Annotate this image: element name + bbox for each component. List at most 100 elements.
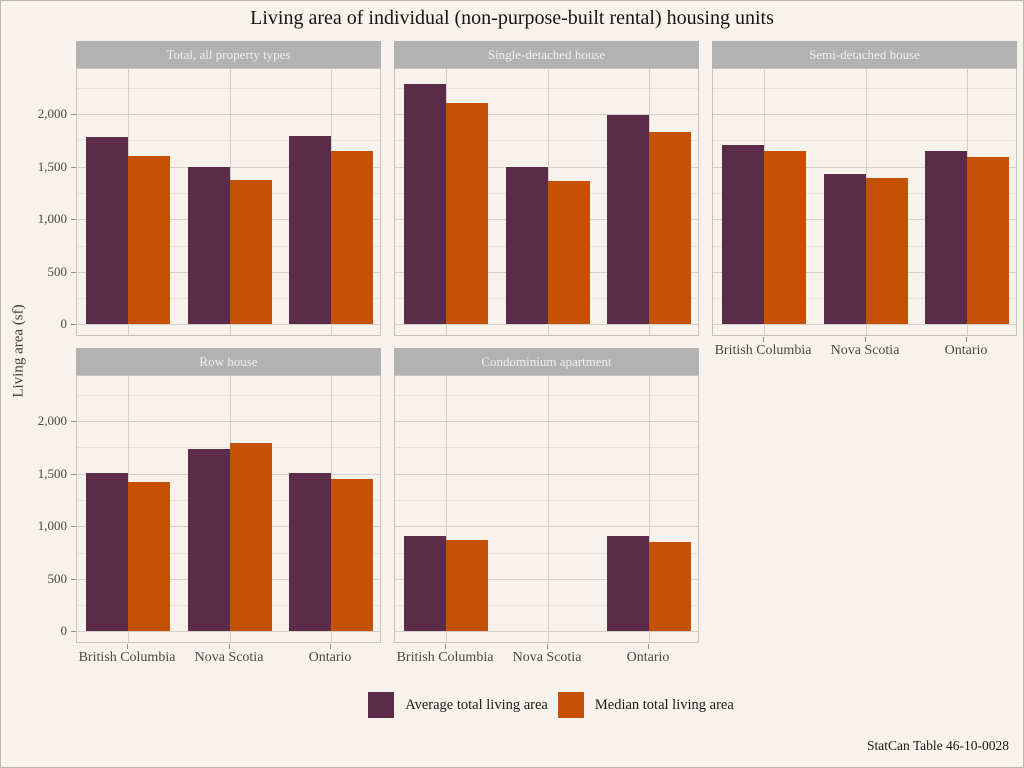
bar-average-ontario [607, 536, 649, 631]
bar-median-ontario [649, 542, 691, 631]
y-tick-label: 500 [47, 571, 68, 586]
y-tick-label: 1,500 [37, 159, 67, 174]
gridline-major [395, 579, 698, 580]
gridline-major [395, 421, 698, 422]
gridline-vertical [649, 376, 650, 642]
bar-median-nova-scotia [230, 443, 272, 631]
y-tick-mark [71, 421, 76, 422]
source-note: StatCan Table 46-10-0028 [866, 738, 1009, 753]
x-tick-mark [547, 644, 548, 649]
legend-item-median: Median total living area [557, 692, 734, 718]
x-axis-labels: British Columbia Nova Scotia Ontario [76, 643, 381, 671]
x-tick-mark [330, 644, 331, 649]
gridline-minor [395, 88, 698, 89]
facet-row-house: Row house 0 500 1,000 1,500 2,000 British Co… [38, 348, 381, 671]
facet-strip-label: Condominium apartment [394, 348, 699, 375]
legend-item-average: Average total living area [368, 692, 548, 718]
bar-average-nova-scotia [188, 167, 230, 324]
y-tick-label: 1,000 [37, 211, 67, 226]
gridline-minor [395, 395, 698, 396]
bar-median-british-columbia [128, 482, 170, 631]
bar-average-ontario [289, 136, 331, 324]
facet-strip-label: Semi-detached house [712, 41, 1017, 68]
facet-plot-area [394, 68, 699, 336]
gridline-vertical [446, 376, 447, 642]
gridline-major [395, 526, 698, 527]
gridline-minor [77, 395, 380, 396]
facet-condominium-apartment: Condominium apartment British Columbia No… [394, 348, 699, 671]
y-tick-label: 500 [47, 264, 68, 279]
bar-average-ontario [289, 473, 331, 631]
bar-median-nova-scotia [230, 180, 272, 324]
gridline-major [77, 324, 380, 325]
x-tick-label: British Columbia [396, 650, 494, 665]
facet-strip-label: Row house [76, 348, 381, 375]
x-tick-mark [229, 644, 230, 649]
bar-median-ontario [649, 132, 691, 324]
bar-median-ontario [331, 151, 373, 324]
bar-average-british-columbia [722, 145, 764, 324]
gridline-major [77, 421, 380, 422]
gridline-minor [77, 88, 380, 89]
x-tick-label: Nova Scotia [830, 343, 900, 358]
gridline-vertical [548, 376, 549, 642]
gridline-minor [77, 140, 380, 141]
bar-average-nova-scotia [506, 167, 548, 324]
x-tick-mark [865, 337, 866, 342]
x-tick-mark [763, 337, 764, 342]
facet-plot-area: 0 500 1,000 1,500 2,000 [38, 68, 381, 336]
gridline-minor [77, 447, 380, 448]
gridline-major [395, 114, 698, 115]
chart-legend: Average total living area Median total l… [79, 692, 1023, 718]
x-tick-label: Ontario [944, 343, 988, 358]
y-tick-label: 1,500 [37, 466, 67, 481]
gridline-minor [395, 605, 698, 606]
gridline-minor [395, 447, 698, 448]
gridline-major [395, 324, 698, 325]
facet-plot-area [712, 68, 1017, 336]
facet-single-detached-house: Single-detached house [394, 41, 699, 336]
bar-average-nova-scotia [824, 174, 866, 324]
bar-average-ontario [925, 151, 967, 324]
gridline-major [713, 167, 1016, 168]
bar-average-british-columbia [86, 473, 128, 631]
gridline-minor [713, 88, 1016, 89]
x-tick-mark [966, 337, 967, 342]
y-tick-mark [71, 114, 76, 115]
y-tick-label: 2,000 [37, 106, 67, 121]
gridline-major [713, 324, 1016, 325]
gridline-minor [395, 140, 698, 141]
x-tick-label: Nova Scotia [194, 650, 264, 665]
x-tick-mark [445, 644, 446, 649]
y-tick-label: 1,000 [37, 518, 67, 533]
y-tick-label: 0 [60, 623, 68, 638]
y-axis-title: Living area (sf) [10, 304, 27, 398]
legend-label-median: Median total living area [594, 696, 734, 713]
x-axis-labels: British Columbia Nova Scotia Ontario [712, 336, 1017, 364]
facet-plot-area [394, 375, 699, 643]
bar-average-ontario [607, 115, 649, 324]
y-tick-mark [71, 474, 76, 475]
gridline-minor [395, 553, 698, 554]
y-tick-mark [71, 324, 76, 325]
facet-total-all-property-types: Total, all property types 0 500 1,000 1,500… [38, 41, 381, 336]
y-tick-mark [71, 631, 76, 632]
y-tick-mark [71, 272, 76, 273]
bar-average-british-columbia [404, 536, 446, 631]
gridline-major [713, 114, 1016, 115]
y-tick-label: 2,000 [37, 413, 67, 428]
gridline-major [77, 114, 380, 115]
x-axis-labels: British Columbia Nova Scotia Ontario [394, 643, 699, 671]
gridline-major [77, 631, 380, 632]
legend-label-average: Average total living area [405, 696, 548, 713]
gridline-minor [395, 500, 698, 501]
bar-average-british-columbia [404, 84, 446, 324]
gridline-minor [713, 140, 1016, 141]
bar-median-british-columbia [764, 151, 806, 324]
x-tick-mark [648, 644, 649, 649]
facet-plot-area: 0 500 1,000 1,500 2,000 [38, 375, 381, 643]
facet-strip-label: Total, all property types [76, 41, 381, 68]
bar-median-nova-scotia [548, 181, 590, 324]
bar-median-ontario [967, 157, 1009, 324]
bar-average-nova-scotia [188, 449, 230, 631]
